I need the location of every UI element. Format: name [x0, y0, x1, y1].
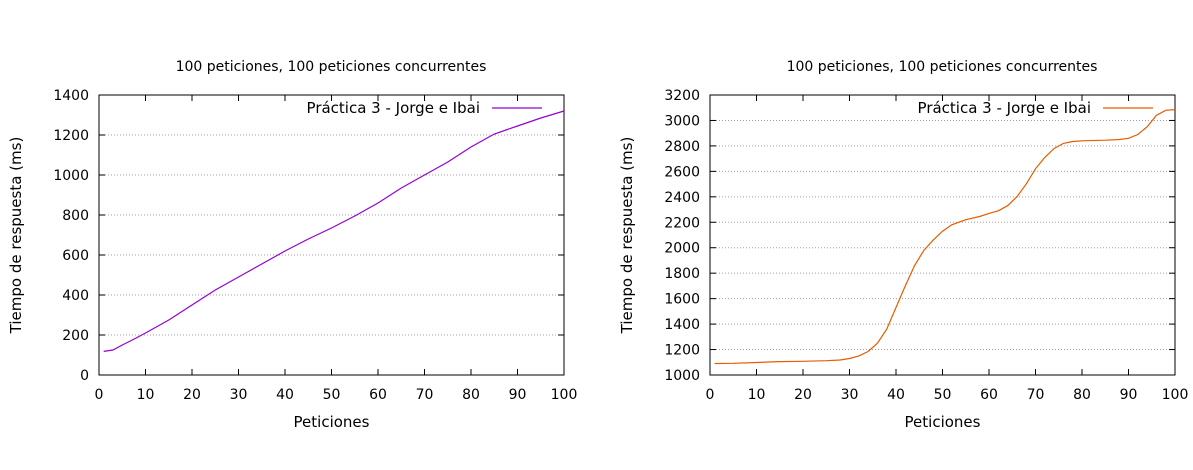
x-tick-label: 90: [509, 387, 527, 403]
x-tick-label: 20: [183, 387, 201, 403]
y-tick-label: 3200: [664, 88, 700, 104]
y-tick-label: 600: [62, 248, 89, 264]
legend-label: Práctica 3 - Jorge e Ibai: [307, 99, 480, 117]
x-tick-label: 0: [706, 387, 715, 403]
x-tick-label: 10: [137, 387, 155, 403]
y-tick-label: 1400: [53, 88, 89, 104]
series-line: [103, 110, 565, 352]
x-tick-label: 90: [1120, 387, 1138, 403]
y-tick-label: 2000: [664, 241, 700, 257]
chart-2: 100 peticiones, 100 peticiones concurren…: [618, 59, 1188, 431]
x-tick-label: 30: [841, 387, 859, 403]
y-tick-label: 2600: [664, 164, 700, 180]
y-tick-label: 1200: [53, 128, 89, 144]
x-tick-label: 70: [1027, 387, 1045, 403]
x-tick-label: 40: [276, 387, 294, 403]
x-tick-label: 60: [980, 387, 998, 403]
y-tick-label: 1000: [53, 168, 89, 184]
x-tick-label: 50: [323, 387, 341, 403]
y-tick-label: 1600: [664, 292, 700, 308]
x-tick-label: 80: [462, 387, 480, 403]
chart-title: 100 peticiones, 100 peticiones concurren…: [787, 59, 1098, 75]
y-axis-label: Tiempo de respuesta (ms): [618, 137, 636, 335]
x-tick-label: 80: [1073, 387, 1091, 403]
y-tick-label: 1400: [664, 317, 700, 333]
y-tick-label: 800: [62, 208, 89, 224]
x-tick-label: 100: [551, 387, 578, 403]
y-tick-label: 1800: [664, 266, 700, 282]
x-tick-label: 60: [369, 387, 387, 403]
y-tick-label: 400: [62, 288, 89, 304]
legend-label: Práctica 3 - Jorge e Ibai: [918, 99, 1091, 117]
x-tick-label: 0: [95, 387, 104, 403]
x-tick-label: 70: [416, 387, 434, 403]
chart-1: 100 peticiones, 100 peticiones concurren…: [7, 59, 577, 431]
x-axis-label: Peticiones: [294, 413, 370, 431]
y-axis-label: Tiempo de respuesta (ms): [7, 137, 25, 335]
x-tick-label: 30: [230, 387, 248, 403]
y-tick-label: 0: [80, 368, 89, 384]
y-tick-label: 1200: [664, 343, 700, 359]
y-tick-label: 2800: [664, 139, 700, 155]
y-tick-label: 2200: [664, 215, 700, 231]
y-tick-label: 200: [62, 328, 89, 344]
plot-frame: [98, 94, 565, 376]
x-tick-label: 20: [794, 387, 812, 403]
plot-frame: [709, 94, 1176, 376]
chart-title: 100 peticiones, 100 peticiones concurren…: [176, 59, 487, 75]
x-tick-label: 50: [934, 387, 952, 403]
y-tick-label: 1000: [664, 368, 700, 384]
x-tick-label: 10: [748, 387, 766, 403]
x-axis-label: Peticiones: [905, 413, 981, 431]
series-line: [714, 109, 1176, 365]
y-tick-label: 3000: [664, 113, 700, 129]
x-tick-label: 100: [1162, 387, 1189, 403]
x-tick-label: 40: [887, 387, 905, 403]
y-tick-label: 2400: [664, 190, 700, 206]
